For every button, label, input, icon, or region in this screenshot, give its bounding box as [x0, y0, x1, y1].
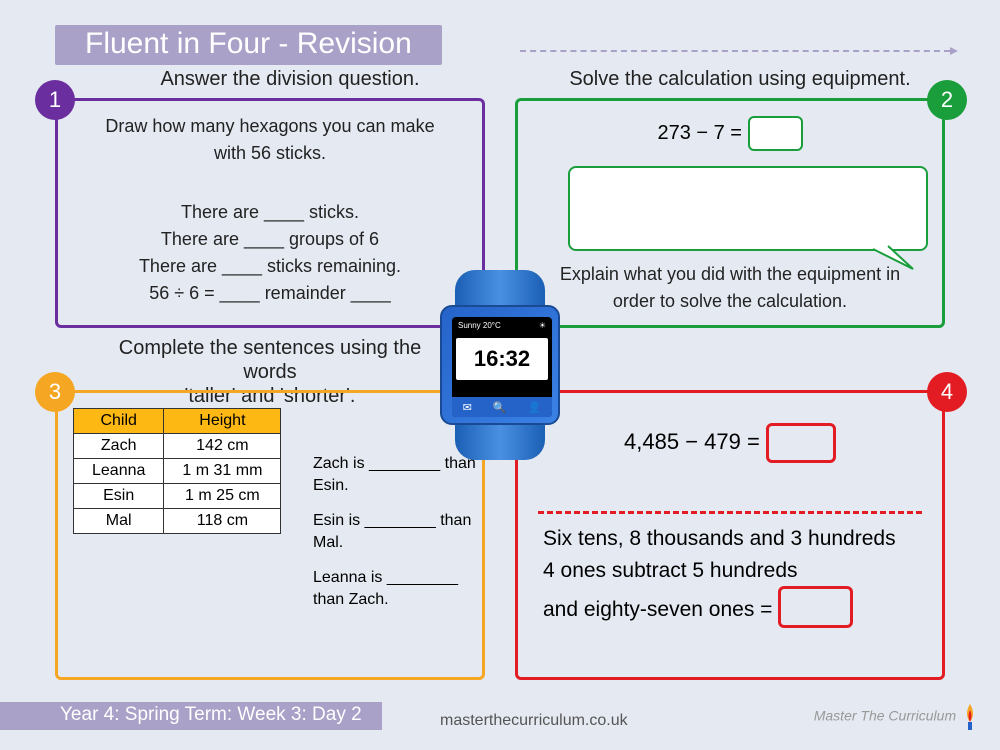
smartwatch: Sunny 20°C ☀ 16:32 ✉ 🔍 👤	[435, 270, 565, 460]
q4-equation-row: 4,485 − 479 =	[518, 423, 942, 463]
q1-line: 56 ÷ 6 = ____ remainder ____	[58, 280, 482, 307]
q4-words: Six tens, 8 thousands and 3 hundreds 4 o…	[543, 523, 922, 628]
q2-answer-box[interactable]	[748, 116, 803, 151]
title-divider	[520, 50, 950, 52]
q1-panel: Draw how many hexagons you can make with…	[55, 98, 485, 328]
q1-instruction: Answer the division question.	[130, 68, 450, 91]
q2-equation-row: 273 − 7 =	[518, 116, 942, 151]
search-icon: 🔍	[493, 401, 507, 414]
q3-instruction-l1: Complete the sentences using the words	[90, 336, 450, 384]
q2-panel: 273 − 7 = Explain what you did with the …	[515, 98, 945, 328]
flame-icon	[960, 702, 980, 732]
brand-text: Master The Curriculum	[814, 708, 956, 724]
q4-answer-box-1[interactable]	[766, 423, 836, 463]
q3-sentence: Leanna is ________ than Zach.	[313, 567, 483, 610]
user-icon: 👤	[528, 401, 542, 414]
cell: Leanna	[74, 459, 164, 484]
table-row: Esin1 m 25 cm	[74, 484, 281, 509]
q1-line: There are ____ sticks.	[58, 199, 482, 226]
q3-badge: 3	[35, 372, 75, 412]
q1-line: There are ____ groups of 6	[58, 226, 482, 253]
q2-speech-bubble[interactable]	[568, 166, 928, 251]
q3-sentences: Zach is ________ than Esin. Esin is ____…	[313, 453, 483, 611]
table-header: Child	[74, 409, 164, 434]
cell: Zach	[74, 434, 164, 459]
q2-explain: Explain what you did with the equipment …	[538, 261, 922, 315]
mail-icon: ✉	[463, 401, 472, 414]
table-row: Leanna1 m 31 mm	[74, 459, 281, 484]
q4-badge: 4	[927, 372, 967, 412]
cell: 1 m 25 cm	[164, 484, 281, 509]
q4-words-l3: and eighty-seven ones =	[543, 598, 772, 621]
footer-url: masterthecurriculum.co.uk	[440, 712, 628, 730]
cell: 142 cm	[164, 434, 281, 459]
footer-label: Year 4: Spring Term: Week 3: Day 2	[0, 702, 382, 730]
q4-words-l1: Six tens, 8 thousands and 3 hundreds	[543, 523, 922, 555]
q2-badge: 2	[927, 80, 967, 120]
cell: Mal	[74, 509, 164, 534]
cell: 1 m 31 mm	[164, 459, 281, 484]
table-row: Zach142 cm	[74, 434, 281, 459]
q4-answer-box-2[interactable]	[778, 586, 853, 628]
q4-words-l3-row: and eighty-seven ones =	[543, 586, 922, 628]
q3-sentence: Esin is ________ than Mal.	[313, 510, 483, 553]
q3-panel: Child Height Zach142 cm Leanna1 m 31 mm …	[55, 390, 485, 680]
weather-text: Sunny 20°C	[458, 321, 501, 330]
q4-equation: 4,485 − 479 =	[624, 429, 760, 454]
watch-nav: ✉ 🔍 👤	[452, 397, 552, 417]
q1-badge: 1	[35, 80, 75, 120]
weather-icon: ☀	[539, 321, 546, 330]
watch-time: 16:32	[456, 338, 548, 380]
table-header-row: Child Height	[74, 409, 281, 434]
q2-instruction: Solve the calculation using equipment.	[540, 68, 940, 91]
table-row: Mal118 cm	[74, 509, 281, 534]
brand-logo: Master The Curriculum	[814, 702, 980, 732]
q1-lines: There are ____ sticks. There are ____ gr…	[58, 199, 482, 307]
q1-prompt: Draw how many hexagons you can make with…	[58, 101, 482, 167]
q2-equation: 273 − 7 =	[657, 122, 742, 144]
watch-screen: Sunny 20°C ☀ 16:32 ✉ 🔍 👤	[452, 317, 552, 417]
q4-words-l2: 4 ones subtract 5 hundreds	[543, 555, 922, 587]
page-title: Fluent in Four - Revision	[55, 25, 442, 65]
cell: Esin	[74, 484, 164, 509]
cell: 118 cm	[164, 509, 281, 534]
table-header: Height	[164, 409, 281, 434]
q4-panel: 4,485 − 479 = Six tens, 8 thousands and …	[515, 390, 945, 680]
q1-line: There are ____ sticks remaining.	[58, 253, 482, 280]
q4-divider	[538, 511, 922, 514]
height-table: Child Height Zach142 cm Leanna1 m 31 mm …	[73, 408, 281, 534]
watch-body: Sunny 20°C ☀ 16:32 ✉ 🔍 👤	[440, 305, 560, 425]
watch-status-bar: Sunny 20°C ☀	[452, 317, 552, 334]
